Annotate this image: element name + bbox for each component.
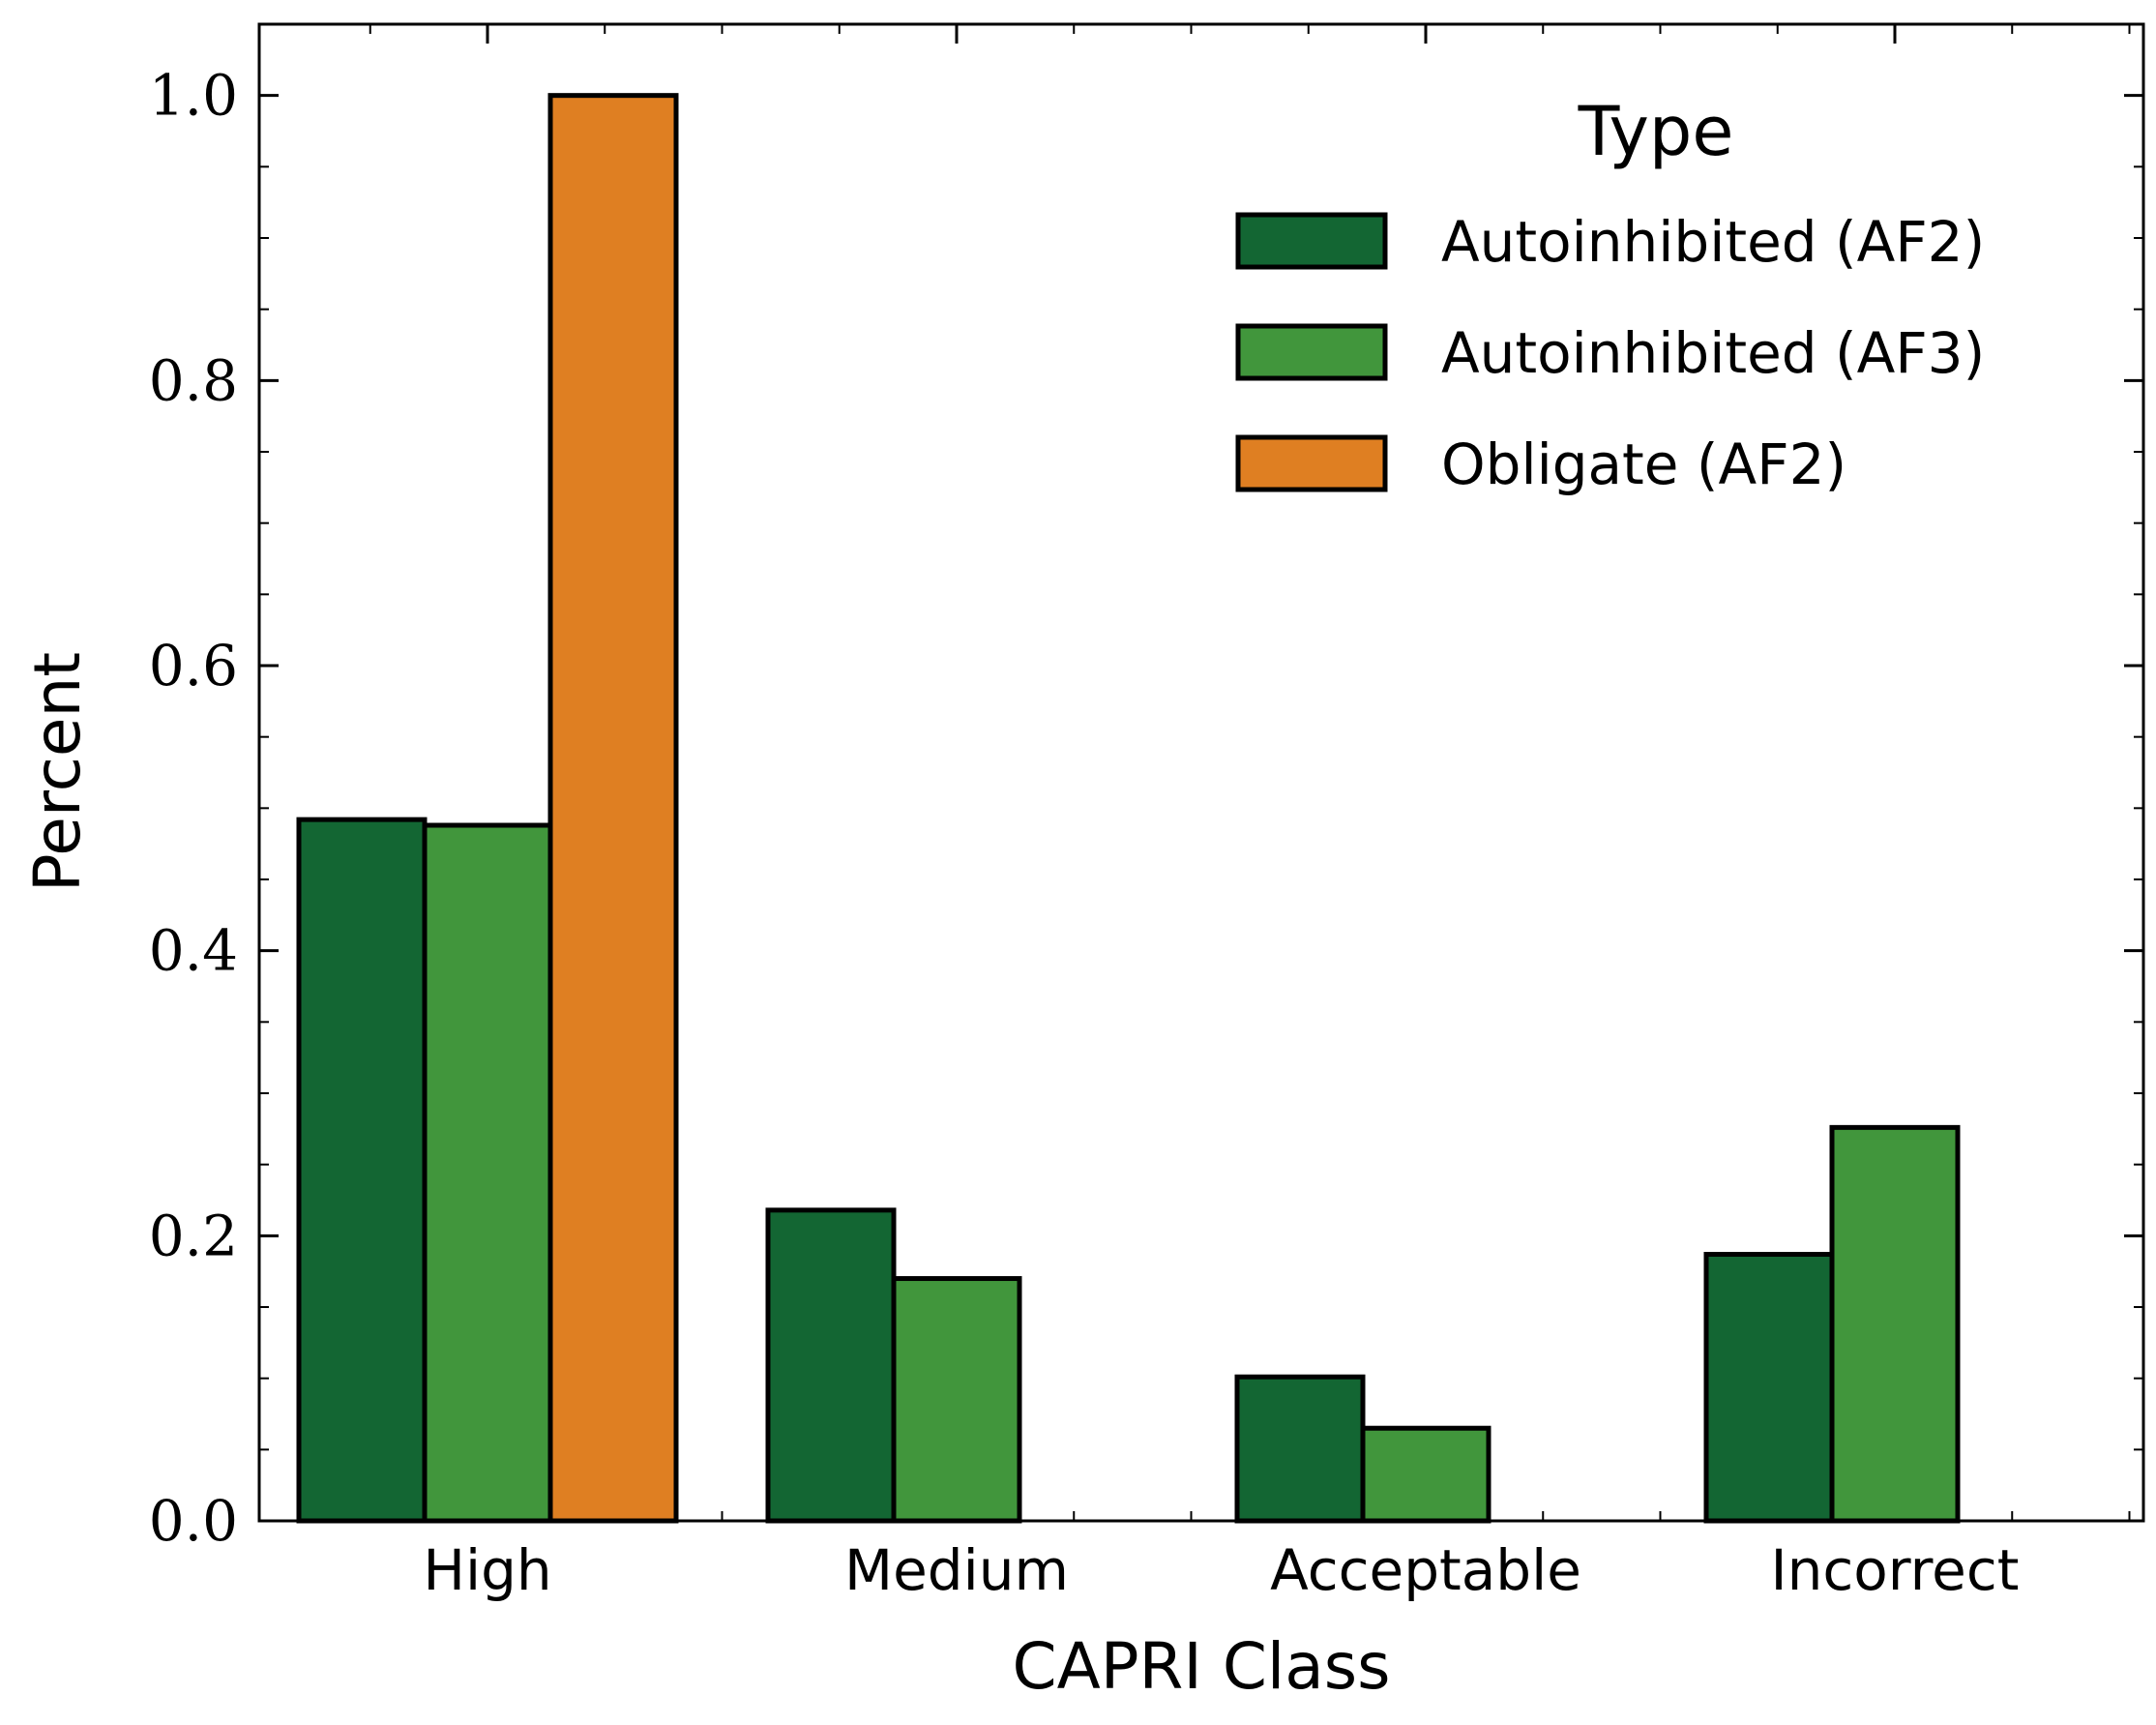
x-tick-label: Incorrect [1771, 1537, 2020, 1603]
y-tick-label: 0.4 [149, 918, 238, 984]
legend-title: Type [1578, 92, 1734, 171]
legend-swatch [1235, 434, 1388, 492]
y-tick-labels: 0.0 0.2 0.4 0.6 0.8 1.0 [149, 63, 238, 1554]
x-tick-labels: High Medium Acceptable Incorrect [423, 1537, 2019, 1603]
legend-label: Autoinhibited (AF2) [1441, 209, 1985, 275]
bar [1234, 1374, 1366, 1524]
bar [1829, 1124, 1961, 1524]
bar [296, 817, 428, 1524]
y-tick-label: 0.6 [149, 633, 238, 699]
y-tick-label: 0.0 [149, 1488, 238, 1554]
y-tick-label: 0.8 [149, 347, 238, 413]
plot-frame [257, 22, 2145, 1523]
bar [765, 1207, 897, 1524]
legend-swatch [1235, 212, 1388, 270]
legend-label: Autoinhibited (AF3) [1441, 320, 1985, 386]
y-tick-label: 0.2 [149, 1203, 238, 1268]
bar [1360, 1425, 1491, 1524]
legend: Type Autoinhibited (AF2) Autoinhibited (A… [1235, 92, 1985, 497]
legend-swatch [1235, 323, 1388, 381]
y-tick-label: 1.0 [149, 63, 238, 129]
bar [422, 822, 553, 1524]
x-tick-label: High [423, 1537, 551, 1603]
x-tick-label: Acceptable [1270, 1537, 1581, 1603]
bars [296, 93, 1961, 1524]
bar [1703, 1251, 1835, 1524]
legend-label: Obligate (AF2) [1441, 431, 1846, 497]
y-axis-label: Percent [20, 652, 95, 892]
bar [547, 93, 679, 1524]
bar [891, 1276, 1022, 1524]
x-axis-label: CAPRI Class [1013, 1629, 1391, 1704]
x-tick-label: Medium [844, 1537, 1069, 1603]
